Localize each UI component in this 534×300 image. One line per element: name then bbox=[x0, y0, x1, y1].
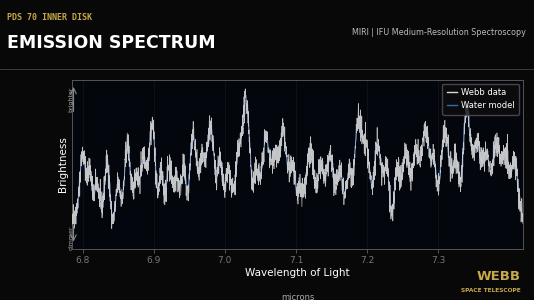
Text: WEBB: WEBB bbox=[477, 270, 521, 283]
Text: EMISSION SPECTRUM: EMISSION SPECTRUM bbox=[7, 34, 216, 52]
Text: dimmer: dimmer bbox=[68, 226, 73, 250]
Text: microns: microns bbox=[281, 293, 315, 300]
Text: PDS 70 INNER DISK: PDS 70 INNER DISK bbox=[7, 13, 92, 22]
Text: brighter: brighter bbox=[68, 87, 73, 112]
X-axis label: Wavelength of Light: Wavelength of Light bbox=[246, 268, 350, 278]
Y-axis label: Brightness: Brightness bbox=[58, 136, 68, 192]
Text: SPACE TELESCOPE: SPACE TELESCOPE bbox=[461, 288, 521, 293]
Legend: Webb data, Water model: Webb data, Water model bbox=[442, 84, 519, 115]
Text: MIRI | IFU Medium-Resolution Spectroscopy: MIRI | IFU Medium-Resolution Spectroscop… bbox=[352, 28, 526, 37]
